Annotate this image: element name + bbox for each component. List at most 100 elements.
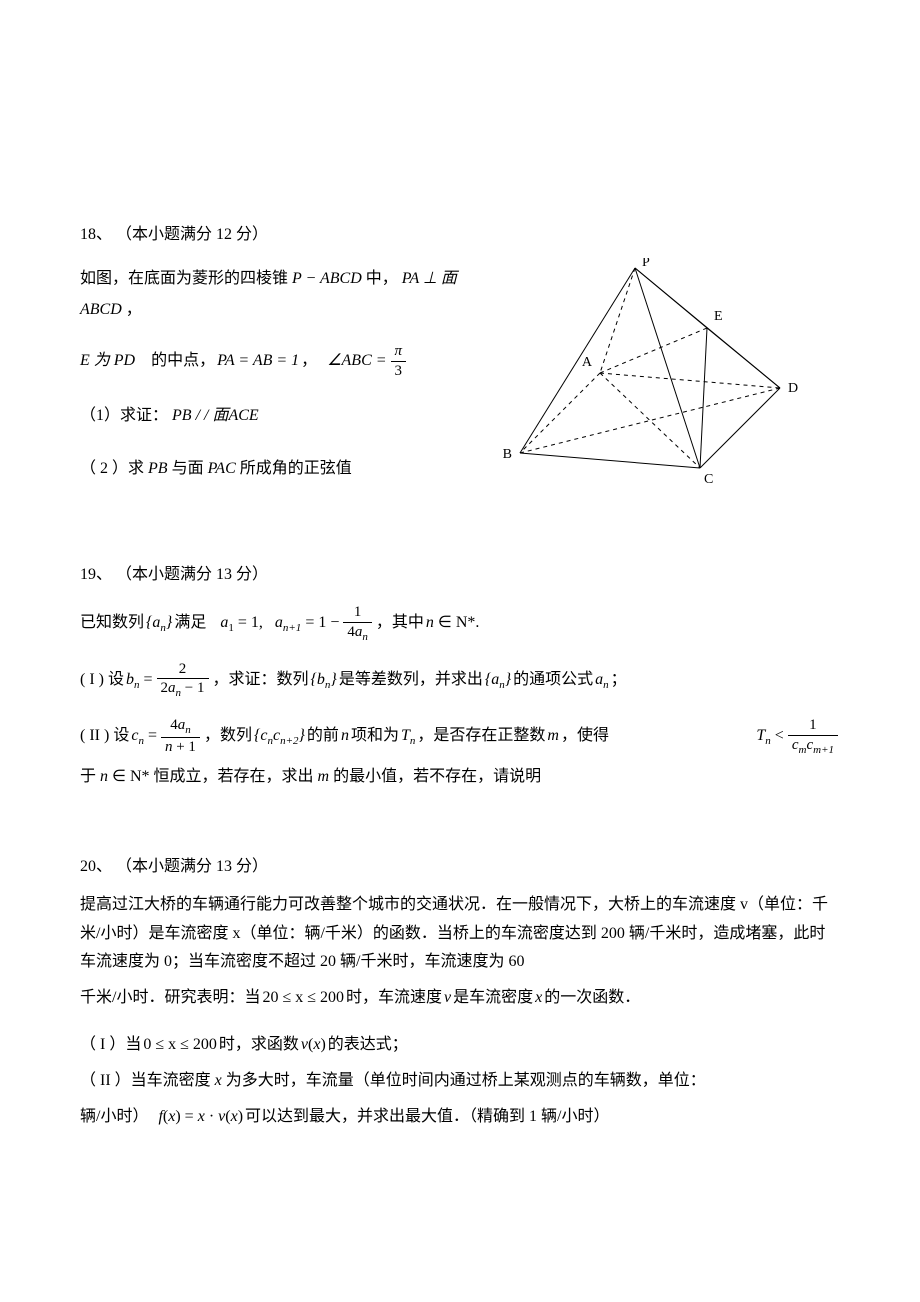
bn-frac: 2 2an − 1 — [157, 661, 209, 700]
frac-num: 2 — [157, 661, 209, 680]
x-sym: x — [535, 983, 542, 1013]
seq-an: {an} — [146, 608, 172, 639]
n-in-N2: n ∈ N* — [100, 768, 150, 785]
text: （1）求证： — [80, 407, 168, 424]
problem-number: 19、 — [80, 566, 112, 583]
frac-num: 1 — [788, 717, 838, 736]
pyramid-diagram: PABCDE — [500, 258, 800, 488]
Tn: Tn — [401, 721, 415, 752]
text: 时，车流速度 — [346, 983, 442, 1013]
text: 可以达到最大，并求出最大值．（精确到 1 辆/小时） — [245, 1102, 609, 1132]
seq-an2: {an} — [485, 665, 511, 696]
problem-number: 20、 — [80, 858, 112, 875]
problem-20: 20、 （本小题满分 13 分） 提高过江大桥的车辆通行能力可改善整个城市的交通… — [80, 852, 840, 1132]
text: 辆/小时） — [80, 1102, 148, 1132]
text: 的最小值，若不存在，请说明 — [333, 768, 541, 785]
n-in-N: n ∈ N*. — [426, 608, 480, 638]
p20-q2-line1: （ II ）当车流密度 x 为多大时，车流量（单位时间内通过桥上某观测点的车辆数… — [80, 1066, 840, 1096]
angle-lhs: ∠ABC = — [327, 346, 386, 376]
cn-lhs: cn = — [131, 721, 157, 752]
p20-q1: （ I ）当 0 ≤ x ≤ 200 时，求函数 v(x) 的表达式； — [80, 1030, 840, 1060]
text: ， — [301, 346, 317, 376]
fx: f(x) = x · v(x) — [158, 1102, 243, 1132]
an-sym: an — [595, 665, 609, 696]
svg-text:E: E — [714, 309, 723, 324]
seq-cncn2: {cncn+2} — [254, 721, 305, 752]
frac-den: 2an − 1 — [157, 679, 209, 699]
text: ( I ) 设 — [80, 665, 124, 695]
m-sym2: m — [318, 768, 330, 785]
text: 已知数列 — [80, 608, 144, 638]
text: 是车流密度 — [453, 983, 533, 1013]
range: 20 ≤ x ≤ 200 — [262, 983, 344, 1013]
text: 的中点， — [151, 346, 215, 376]
e-pd: E 为 PD — [80, 346, 135, 376]
p19-part2-line1: ( II ) 设 cn = 4an n + 1 ，数列 {cncn+2} 的前 … — [80, 717, 840, 756]
text: （ I ）当 — [80, 1030, 141, 1060]
n-sym: n — [341, 721, 349, 751]
text: ，数列 — [204, 721, 252, 751]
text: ； — [611, 665, 627, 695]
expr-paab: PA = AB = 1 — [217, 346, 299, 376]
frac-den: cmcm+1 — [788, 736, 838, 756]
p20-para1: 提高过江大桥的车辆通行能力可改善整个城市的交通状况．在一般情况下，大桥上的车流速… — [80, 891, 840, 977]
text: ，使得 — [561, 721, 609, 751]
problem-18-figure: PABCDE — [500, 258, 800, 499]
text: ，其中 — [376, 608, 424, 638]
text: 与面 — [172, 460, 204, 477]
p18-q2: （ 2 ）求 PB 与面 PAC 所成角的正弦值 — [80, 454, 480, 484]
problem-18-text: 如图，在底面为菱形的四棱锥 P − ABCD 中， PA ⊥ 面ABCD ， E… — [80, 258, 480, 490]
text: 的前 — [307, 721, 339, 751]
bn-lhs: bn = — [126, 665, 153, 696]
p19-intro: 已知数列 {an} 满足 a1 = 1, an+1 = 1 − 1 4an ，其… — [80, 604, 840, 643]
problem-18: 18、 （本小题满分 12 分） 如图，在底面为菱形的四棱锥 P − ABCD … — [80, 220, 840, 500]
p18-intro-line2: E 为 PD 的中点， PA = AB = 1 ， ∠ABC = π 3 — [80, 343, 480, 379]
svg-text:C: C — [704, 472, 713, 487]
problem-19: 19、 （本小题满分 13 分） 已知数列 {an} 满足 a1 = 1, an… — [80, 560, 840, 793]
text: 的通项公式 — [513, 665, 593, 695]
text: 恒成立，若存在，求出 — [154, 768, 314, 785]
text: 满足 — [174, 608, 206, 638]
text: ( II ) 设 — [80, 721, 129, 751]
range: 0 ≤ x ≤ 200 — [143, 1030, 217, 1060]
a1: a1 = 1, — [220, 608, 263, 639]
exam-page: 18、 （本小题满分 12 分） 如图，在底面为菱形的四棱锥 P − ABCD … — [0, 0, 920, 1243]
svg-text:A: A — [582, 355, 593, 370]
expr-pac: PAC — [208, 460, 236, 477]
frac-den: n + 1 — [161, 738, 200, 756]
text: （ II ）当车流密度 — [80, 1072, 211, 1089]
p20-para1b: 千米/小时．研究表明：当 20 ≤ x ≤ 200 时，车流速度 v 是车流密度… — [80, 983, 840, 1013]
cn-frac: 4an n + 1 — [161, 717, 200, 756]
text: 中， — [366, 270, 398, 287]
vx: v(x) — [301, 1030, 326, 1060]
svg-text:B: B — [503, 447, 512, 462]
text: ， — [126, 301, 142, 318]
frac-num: 4an — [161, 717, 200, 738]
text: 的一次函数． — [544, 983, 640, 1013]
problem-20-header: 20、 （本小题满分 13 分） — [80, 852, 840, 882]
problem-18-body: 如图，在底面为菱形的四棱锥 P − ABCD 中， PA ⊥ 面ABCD ， E… — [80, 258, 840, 499]
text: 千米/小时．研究表明：当 — [80, 983, 260, 1013]
x-sym: x — [215, 1072, 222, 1089]
angle-frac: π 3 — [391, 343, 407, 379]
text: ，是否存在正整数 — [417, 721, 545, 751]
text: ，求证：数列 — [213, 665, 309, 695]
problem-points: （本小题满分 13 分） — [116, 566, 268, 583]
expr-pb: PB — [148, 460, 168, 477]
p18-intro-line1: 如图，在底面为菱形的四棱锥 P − ABCD 中， PA ⊥ 面ABCD ， — [80, 264, 480, 325]
problem-19-header: 19、 （本小题满分 13 分） — [80, 560, 840, 590]
expr-pabcd: P − ABCD — [292, 270, 362, 287]
frac-den: 3 — [391, 362, 407, 380]
Tn-lt: Tn < — [756, 721, 783, 752]
problem-points: （本小题满分 13 分） — [116, 858, 268, 875]
problem-18-header: 18、 （本小题满分 12 分） — [80, 220, 840, 250]
an1-frac: 1 4an — [343, 604, 372, 643]
expr: PB / / 面ACE — [172, 407, 259, 424]
text: 时，求函数 — [219, 1030, 299, 1060]
text: 如图，在底面为菱形的四棱锥 — [80, 270, 288, 287]
seq-bn: {bn} — [311, 665, 337, 696]
p20-q2-line2: 辆/小时） f(x) = x · v(x) 可以达到最大，并求出最大值．（精确到… — [80, 1102, 840, 1132]
frac-den: 4an — [343, 623, 372, 643]
text: （ 2 ）求 — [80, 460, 144, 477]
p19-part1: ( I ) 设 bn = 2 2an − 1 ，求证：数列 {bn} 是等差数列… — [80, 661, 840, 700]
